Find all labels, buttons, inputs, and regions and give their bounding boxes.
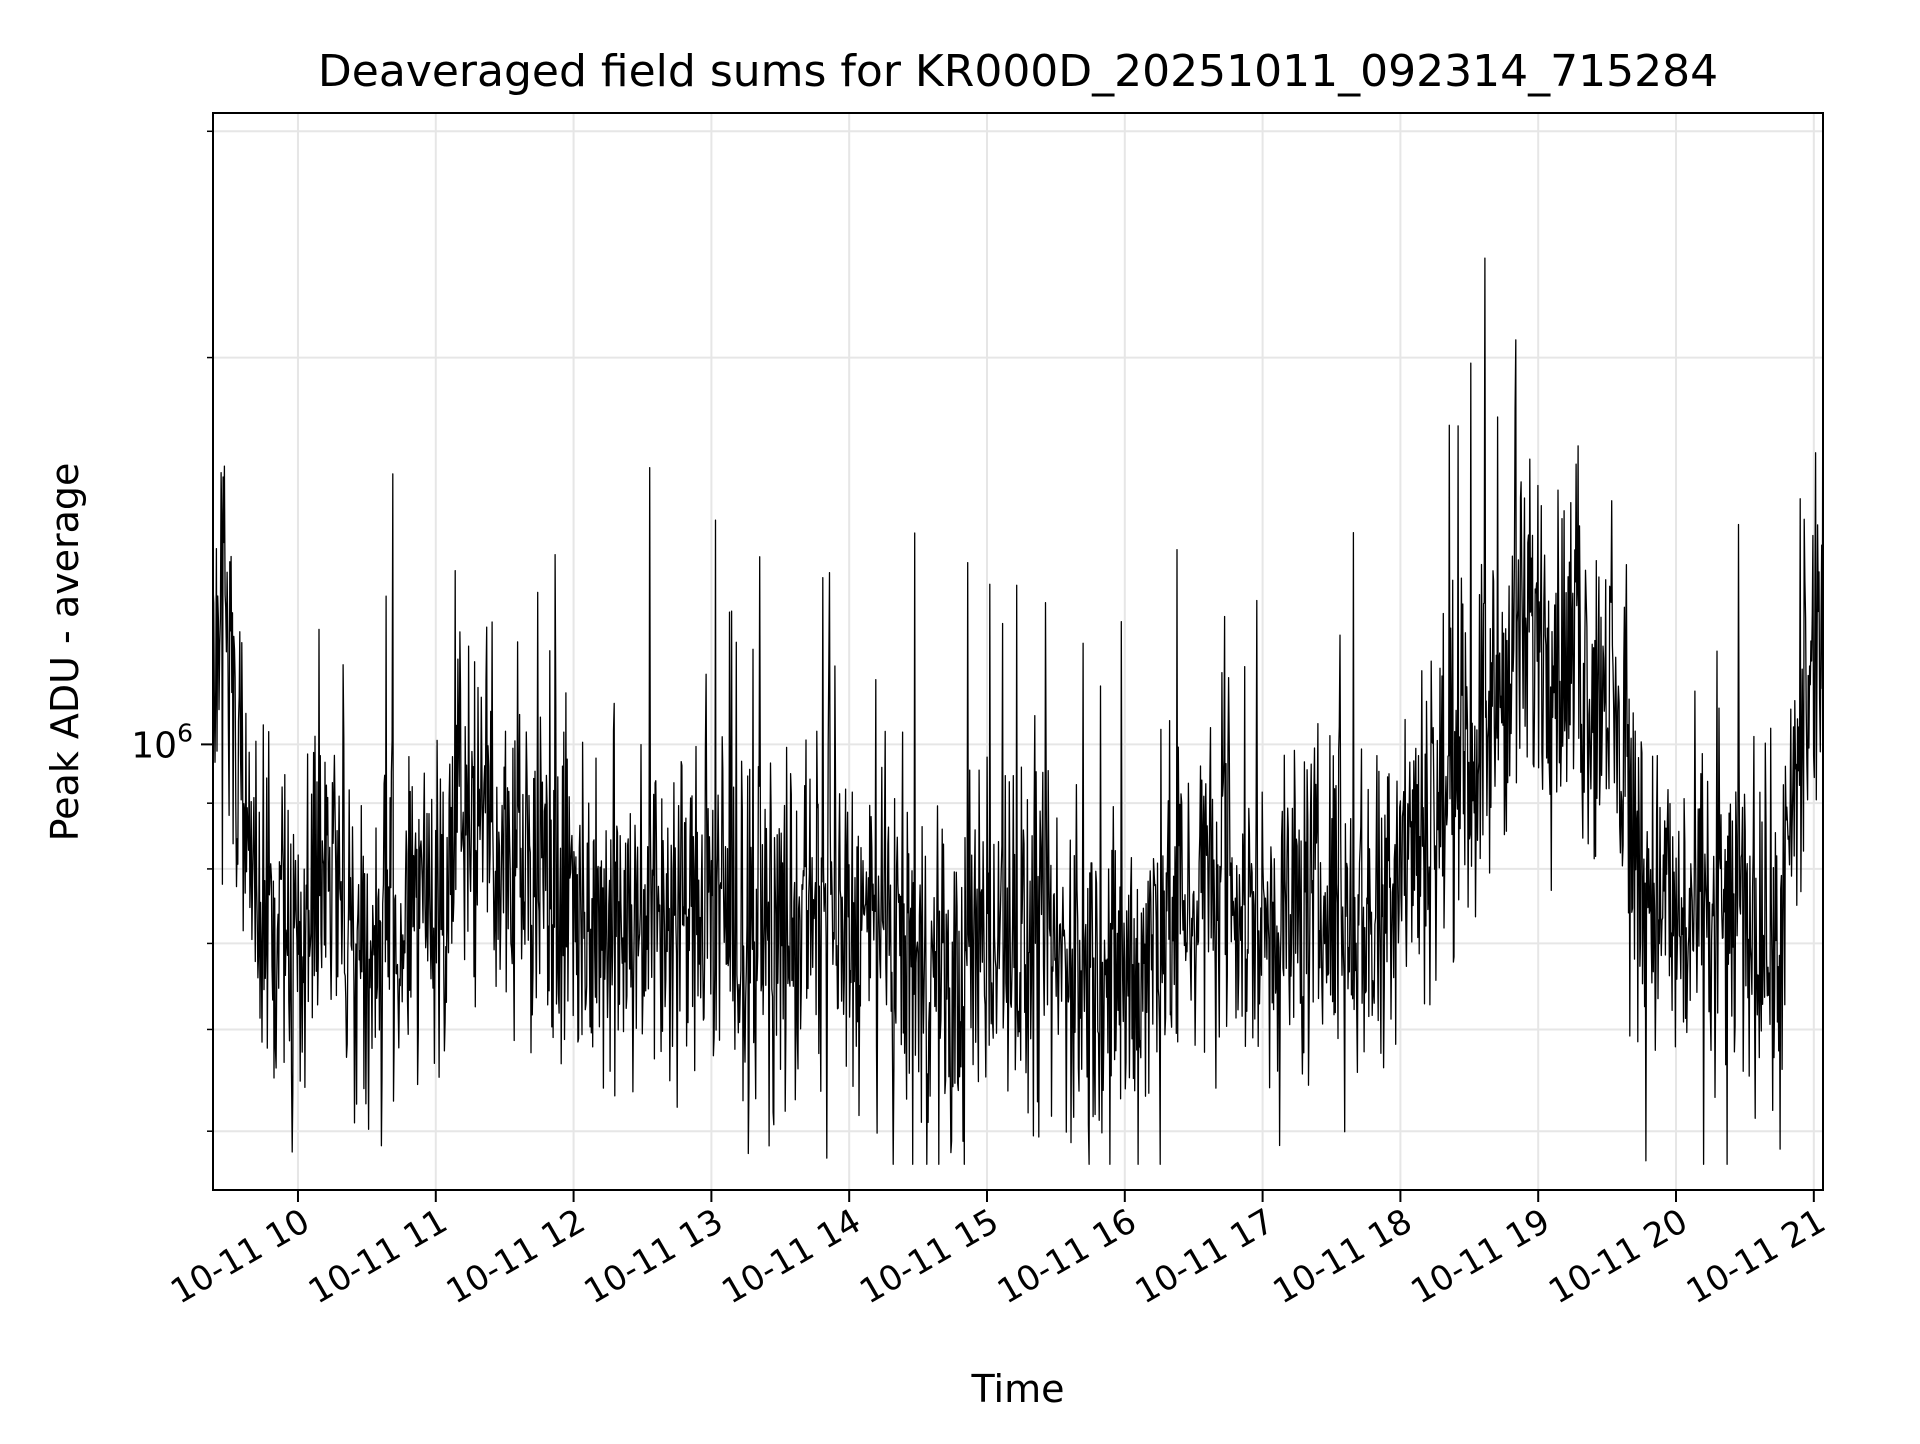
y-tick-label: 106 [131,718,193,766]
y-axis: 106 [131,130,213,1132]
x-axis-label: Time [971,1367,1065,1411]
data-layer [212,224,1824,1165]
plot-frame [212,112,1824,1191]
y-tick-label-exponent: 6 [177,718,193,747]
series-line [212,224,1824,1165]
chart-title: Deaveraged field sums for KR000D_2025101… [318,46,1718,97]
y-axis-label: Peak ADU - average [43,463,87,842]
y-tick-label-base: 10 [131,725,177,766]
